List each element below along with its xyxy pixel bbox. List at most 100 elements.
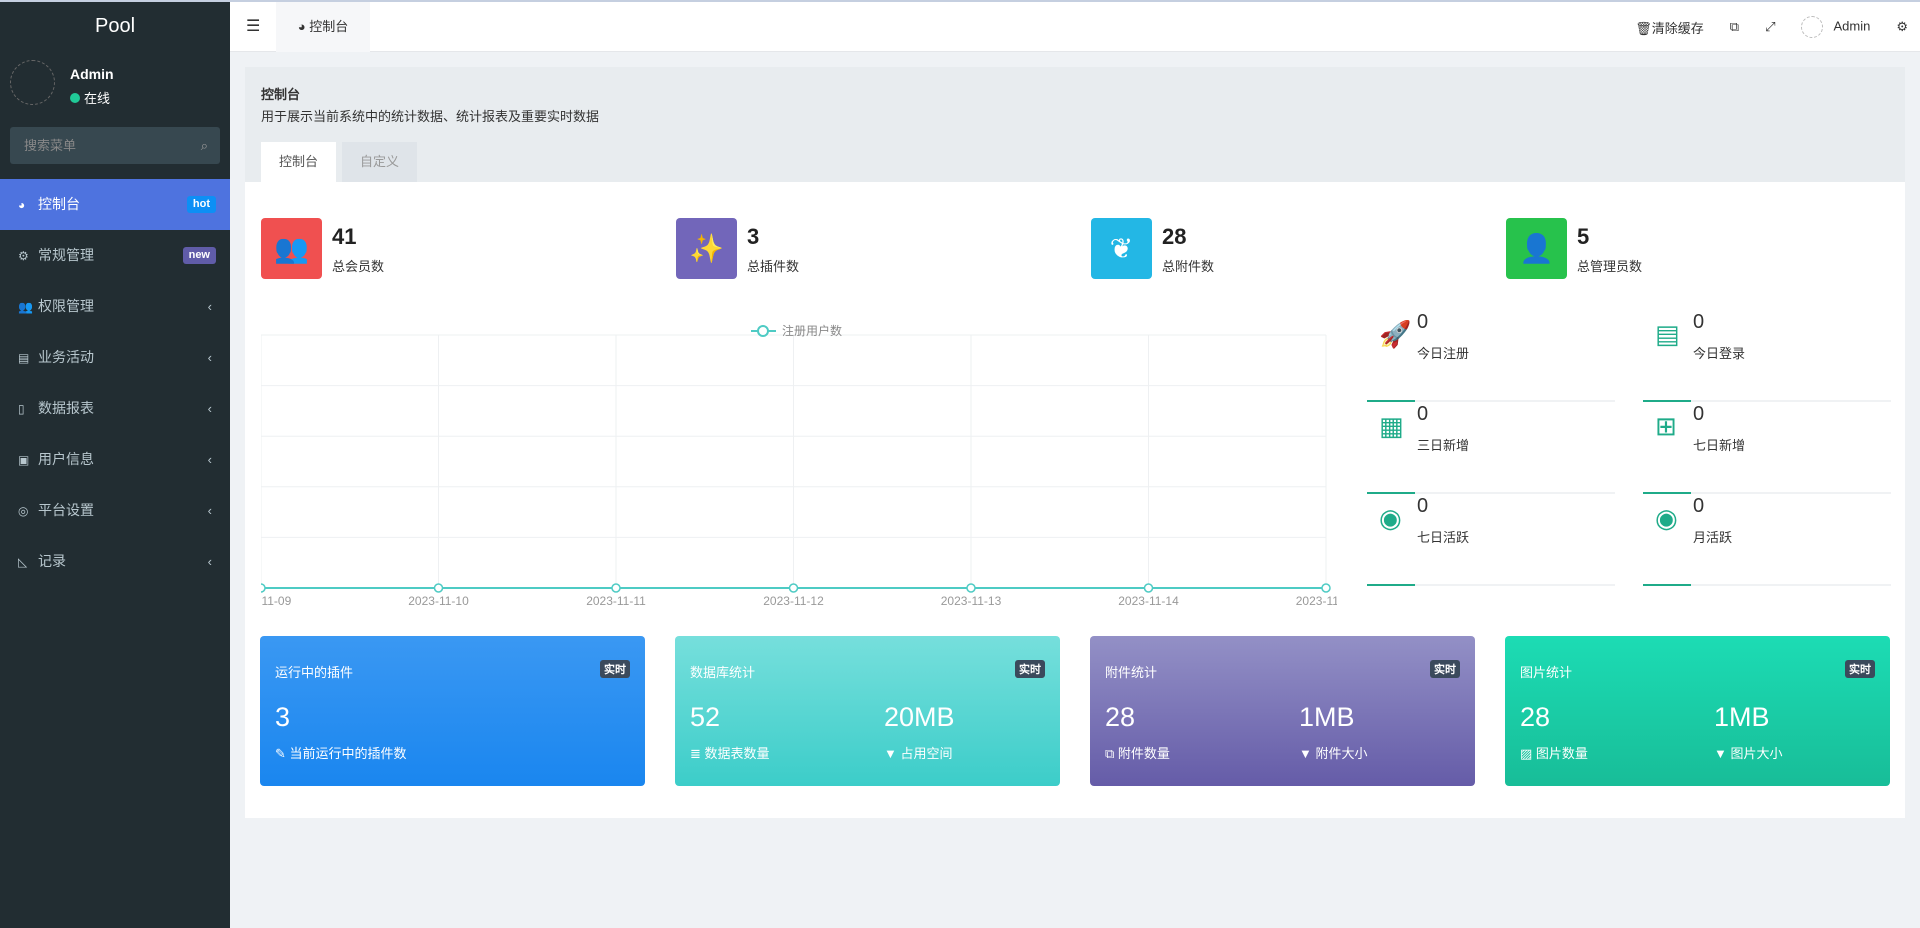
data-point[interactable] xyxy=(433,583,444,593)
sidebar-item-7[interactable]: ◺ 记录 ‹ xyxy=(0,536,230,587)
divider xyxy=(1367,400,1615,402)
settings-cogs-icon[interactable]: ⚙ xyxy=(1896,19,1908,34)
divider xyxy=(1643,400,1891,402)
sidebar-item-2[interactable]: 👥 权限管理 ‹ xyxy=(0,281,230,332)
realtime-badge: 实时 xyxy=(600,660,630,678)
online-dot-icon xyxy=(70,93,80,103)
stat-label: 总会员数 xyxy=(332,259,385,274)
stat-value: 28 xyxy=(1162,224,1187,249)
card-value: 28 xyxy=(1105,702,1136,732)
sidebar-item-label: 业务活动 xyxy=(38,349,94,365)
card-label-2: ▼ 附件大小 xyxy=(1299,743,1368,762)
translate-icon[interactable]: ⧉ xyxy=(1729,19,1740,34)
user-panel: Admin 在线 xyxy=(0,52,230,120)
chevron-left-icon: ‹ xyxy=(207,299,212,314)
menu-toggle-icon[interactable]: ☰ xyxy=(246,18,261,35)
card-label-text: 数据表数量 xyxy=(704,746,770,761)
user-name: Admin xyxy=(1833,18,1871,34)
card-value-2: 20MB xyxy=(884,702,955,732)
mini-stat-label: 七日活跃 xyxy=(1417,530,1470,545)
calendar-plus-icon: ⊞ xyxy=(1655,411,1677,441)
sidebar-item-1[interactable]: ⚙ 常规管理 new xyxy=(0,230,230,281)
tab-custom[interactable]: 自定义 xyxy=(342,142,418,182)
card-value: 52 xyxy=(690,702,721,732)
sidebar-item-6[interactable]: ◎ 平台设置 ‹ xyxy=(0,485,230,536)
card-label: ≣ 数据表数量 xyxy=(690,743,770,762)
realtime-badge: 实时 xyxy=(1845,660,1875,678)
card-label: ✎ 当前运行中的插件数 xyxy=(275,743,407,762)
data-point[interactable] xyxy=(966,583,976,593)
user-circle-icon: ◉ xyxy=(1379,503,1402,533)
magic-wand-icon: ✨ xyxy=(676,218,737,279)
mini-stat-label: 三日新增 xyxy=(1417,438,1470,453)
panel-subtitle: 用于展示当前系统中的统计数据、统计报表及重要实时数据 xyxy=(261,109,600,124)
data-point[interactable] xyxy=(1143,583,1154,593)
stat-card-2: 附件统计 实时 28 ⧉ 附件数量 1MB ▼ 附件大小 xyxy=(1090,636,1475,786)
menu-search-input[interactable]: 搜索菜单 ⌕ xyxy=(10,127,220,164)
stat-card-1: 数据库统计 实时 52 ≣ 数据表数量 20MB ▼ 占用空间 xyxy=(675,636,1060,786)
registration-chart: 2023-11-09 2023-11-10 2023-11-11 2023-11-12… xyxy=(261,323,1337,608)
fullscreen-icon[interactable]: ⤢ xyxy=(1765,19,1776,34)
tab-dashboard[interactable]: ◕ 控制台 xyxy=(276,2,370,52)
sidebar-item-label: 数据报表 xyxy=(38,400,94,416)
mini-stat-label: 今日登录 xyxy=(1693,346,1746,361)
card-title: 附件统计 xyxy=(1105,665,1158,680)
x-tick-label: 2023-11-14 xyxy=(1118,594,1179,608)
logo[interactable]: Pool xyxy=(94,15,136,37)
stat-card-0: 运行中的插件 实时 3 ✎ 当前运行中的插件数 xyxy=(260,636,645,786)
stat-value: 3 xyxy=(747,224,760,249)
card-title: 运行中的插件 xyxy=(275,665,354,680)
x-tick-label: 2023-11-15 xyxy=(1296,594,1337,608)
area-chart-icon: ◺ xyxy=(18,555,28,569)
sidebar-item-5[interactable]: ▣ 用户信息 ‹ xyxy=(0,434,230,485)
sidebar: Pool Admin 在线 搜索菜单 ⌕ ◕ 控制台 hot ⚙ 常规管理 new 👥 权限管理… xyxy=(0,0,230,928)
users-icon: 👥 xyxy=(261,218,322,279)
cogs-icon: ⚙ xyxy=(18,249,29,263)
card-value: 3 xyxy=(275,702,291,732)
chevron-left-icon: ‹ xyxy=(207,554,212,569)
mini-stat-value: 0 xyxy=(1417,403,1429,425)
clear-cache-button[interactable]: 🗑清除缓存 xyxy=(1635,18,1704,37)
mini-stat-2: ▦ 0 三日新增 xyxy=(1367,401,1615,494)
divider xyxy=(1367,492,1615,494)
mini-stat-value: 0 xyxy=(1693,495,1705,517)
user-icon: 👤 xyxy=(1506,218,1567,279)
users-icon: 👥 xyxy=(18,300,33,314)
data-point[interactable] xyxy=(261,583,266,593)
mini-stat-value: 0 xyxy=(1693,311,1705,333)
mini-stat-label: 七日新增 xyxy=(1693,438,1746,453)
search-icon[interactable]: ⌕ xyxy=(200,138,208,153)
sidebar-item-label: 用户信息 xyxy=(38,451,94,467)
panel-header: 控制台 用于展示当前系统中的统计数据、统计报表及重要实时数据 控制台 自定义 xyxy=(245,67,1905,182)
card-label-2: ▼ 图片大小 xyxy=(1714,743,1783,762)
file-icon: ▯ xyxy=(18,402,25,416)
card-value: 28 xyxy=(1520,702,1551,732)
search-placeholder: 搜索菜单 xyxy=(24,138,77,153)
stat-label: 总附件数 xyxy=(1162,259,1215,274)
data-point[interactable] xyxy=(788,583,799,593)
stat-label: 总管理员数 xyxy=(1577,259,1643,274)
mini-stat-value: 0 xyxy=(1417,311,1429,333)
sidebar-item-4[interactable]: ▯ 数据报表 ‹ xyxy=(0,383,230,434)
mini-stat-value: 0 xyxy=(1417,495,1429,517)
card-title: 数据库统计 xyxy=(690,665,756,680)
sidebar-item-label: 控制台 xyxy=(38,196,80,212)
user-name: Admin xyxy=(70,66,114,82)
divider xyxy=(1643,492,1891,494)
user-menu[interactable]: Admin xyxy=(1801,16,1870,38)
sidebar-item-3[interactable]: ▤ 业务活动 ‹ xyxy=(0,332,230,383)
sidebar-item-0[interactable]: ◕ 控制台 hot xyxy=(0,179,230,230)
sidebar-item-label: 权限管理 xyxy=(38,298,94,314)
realtime-badge: 实时 xyxy=(1015,660,1045,678)
data-point[interactable] xyxy=(611,583,621,593)
chevron-left-icon: ‹ xyxy=(207,350,212,365)
legend-label[interactable]: 注册用户数 xyxy=(782,323,842,338)
mini-stat-1: ▤ 0 今日登录 xyxy=(1643,309,1891,402)
card-label-icon: ▨ xyxy=(1520,746,1533,761)
tab-dashboard[interactable]: 控制台 xyxy=(261,142,337,182)
data-point[interactable] xyxy=(1321,583,1331,593)
sidebar-item-label: 记录 xyxy=(38,553,66,569)
legend-marker[interactable] xyxy=(757,325,769,337)
sidebar-menu: ◕ 控制台 hot ⚙ 常规管理 new 👥 权限管理 ‹ ▤ 业务活动 ‹ ▯ 数据报表 ‹ ▣ 用户信息 ‹ ◎… xyxy=(0,179,230,587)
card-label-text: 附件大小 xyxy=(1315,746,1368,761)
